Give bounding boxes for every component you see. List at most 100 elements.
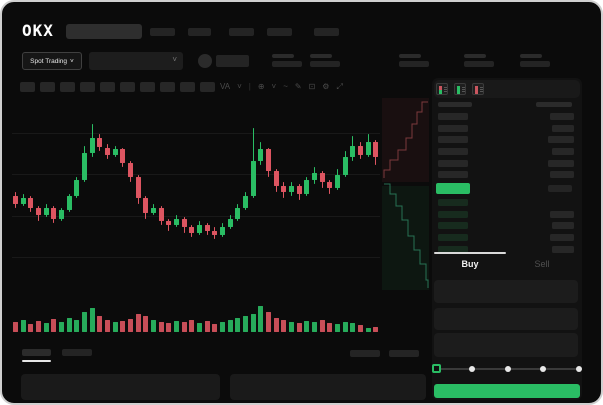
slider-dot-25[interactable] bbox=[468, 366, 475, 372]
bottom-tab-placeholder[interactable] bbox=[22, 349, 51, 356]
nav-item-placeholder[interactable] bbox=[267, 28, 292, 36]
candle-body bbox=[74, 180, 80, 196]
candle-body bbox=[327, 182, 333, 189]
candlestick-chart[interactable] bbox=[12, 99, 380, 293]
candle-body bbox=[128, 163, 133, 177]
candle-body bbox=[197, 225, 202, 233]
bottom-action-placeholder[interactable] bbox=[389, 350, 419, 357]
orderbook-ask-row[interactable] bbox=[434, 169, 578, 181]
volume-bar bbox=[335, 324, 340, 332]
candle-body bbox=[174, 219, 179, 226]
orderbook-bids-icon[interactable] bbox=[454, 83, 466, 95]
screenshot-icon[interactable]: ⊡ bbox=[308, 82, 316, 91]
okx-logo[interactable]: OKX bbox=[22, 21, 54, 40]
chevron-down-icon[interactable]: ˅ bbox=[237, 82, 242, 91]
volume-bar bbox=[296, 323, 302, 332]
orderbook-bid-row[interactable] bbox=[434, 209, 578, 221]
candle-body bbox=[373, 141, 379, 158]
price-bar bbox=[438, 148, 468, 156]
ticker-stat-value bbox=[310, 61, 340, 67]
draw-tool-icon[interactable]: ✎ bbox=[294, 82, 302, 91]
timeframe-button[interactable] bbox=[140, 82, 155, 92]
orderbook-ask-row[interactable] bbox=[434, 146, 578, 158]
total-input-placeholder[interactable] bbox=[434, 333, 578, 357]
timeframe-button[interactable] bbox=[160, 82, 175, 92]
volume-bar bbox=[304, 321, 310, 332]
candle-body bbox=[250, 161, 256, 196]
volume-bar bbox=[250, 314, 256, 332]
orderbook-bids[interactable] bbox=[434, 197, 578, 255]
indicators-icon[interactable]: ⊕ bbox=[257, 82, 265, 91]
timeframe-button[interactable] bbox=[100, 82, 115, 92]
ticker-stat-value bbox=[520, 61, 550, 67]
chart-gridline bbox=[12, 174, 380, 175]
orderbook-asks-icon[interactable] bbox=[472, 83, 484, 95]
volume-bar bbox=[135, 314, 141, 332]
slider-handle[interactable] bbox=[432, 364, 441, 373]
slider-dot-75[interactable] bbox=[540, 366, 547, 372]
candle-body bbox=[258, 149, 264, 162]
orderbook-ask-row[interactable] bbox=[434, 123, 578, 135]
bottom-tab-placeholder[interactable] bbox=[62, 349, 92, 356]
orderbook-ask-row[interactable] bbox=[434, 157, 578, 169]
price-bar bbox=[438, 124, 468, 132]
timeframe-button[interactable] bbox=[20, 82, 35, 92]
timeframe-buttons bbox=[20, 82, 215, 92]
timeframe-button[interactable] bbox=[200, 82, 215, 92]
candle-body bbox=[350, 145, 356, 158]
market-type-dropdown[interactable]: Spot Trading ˅ bbox=[22, 52, 82, 70]
orderbook-ask-row[interactable] bbox=[434, 134, 578, 146]
volume-bar bbox=[220, 322, 225, 332]
timeframe-button[interactable] bbox=[120, 82, 135, 92]
volume-bars bbox=[12, 300, 380, 332]
slider-dot-100[interactable] bbox=[576, 366, 582, 372]
chart-gridline bbox=[12, 133, 380, 134]
chevron-down-icon[interactable]: ˅ bbox=[271, 82, 277, 91]
volume-bar bbox=[243, 316, 248, 332]
orderbook-bid-row[interactable] bbox=[434, 232, 578, 244]
bottom-action-placeholder[interactable] bbox=[350, 350, 380, 357]
timeframe-button[interactable] bbox=[180, 82, 195, 92]
nav-item-placeholder[interactable] bbox=[150, 28, 175, 36]
chart-style-label[interactable]: VA bbox=[220, 82, 231, 91]
buy-tab-indicator bbox=[434, 252, 506, 254]
candle-body bbox=[97, 137, 103, 148]
orderbook-price-header bbox=[438, 102, 472, 107]
nav-item-placeholder[interactable] bbox=[314, 28, 339, 36]
volume-bar bbox=[289, 322, 294, 332]
volume-bar bbox=[59, 322, 64, 332]
active-tab-underline bbox=[22, 360, 51, 362]
pair-selector-dropdown[interactable]: ˅ bbox=[89, 52, 183, 70]
chart-settings-icon[interactable]: ⚙ bbox=[322, 82, 330, 91]
buy-submit-button[interactable] bbox=[434, 384, 580, 398]
last-price-badge[interactable] bbox=[436, 183, 470, 194]
orderbook-ask-row[interactable] bbox=[434, 111, 578, 123]
slider-dot-50[interactable] bbox=[504, 366, 511, 372]
candle-body bbox=[28, 197, 34, 208]
timeframe-button[interactable] bbox=[60, 82, 75, 92]
line-type-icon[interactable]: ~ bbox=[283, 82, 288, 91]
search-input[interactable] bbox=[66, 24, 142, 39]
timeframe-button[interactable] bbox=[40, 82, 55, 92]
depth-ask-line bbox=[383, 101, 428, 178]
ticker-stat-label bbox=[520, 54, 542, 58]
price-input-placeholder[interactable] bbox=[434, 280, 578, 303]
candle-body bbox=[158, 207, 164, 222]
nav-item-placeholder[interactable] bbox=[229, 28, 254, 36]
orderbook-all-icon[interactable] bbox=[436, 83, 448, 95]
amount-input-placeholder[interactable] bbox=[434, 308, 578, 330]
orderbook-bid-row[interactable] bbox=[434, 220, 578, 232]
timeframe-button[interactable] bbox=[80, 82, 95, 92]
tab-buy[interactable]: Buy bbox=[461, 259, 479, 269]
volume-bar bbox=[74, 320, 80, 332]
fullscreen-icon[interactable]: ⤢ bbox=[336, 82, 343, 91]
amount-bar bbox=[550, 234, 574, 242]
orderbook-bid-row[interactable] bbox=[434, 197, 578, 209]
nav-item-placeholder[interactable] bbox=[188, 28, 211, 36]
tab-sell[interactable]: Sell bbox=[534, 259, 550, 269]
orderbook-bid-row[interactable] bbox=[434, 243, 578, 255]
volume-bar bbox=[43, 323, 49, 332]
orderbook-asks[interactable] bbox=[434, 111, 578, 181]
percent-slider[interactable] bbox=[432, 364, 583, 374]
